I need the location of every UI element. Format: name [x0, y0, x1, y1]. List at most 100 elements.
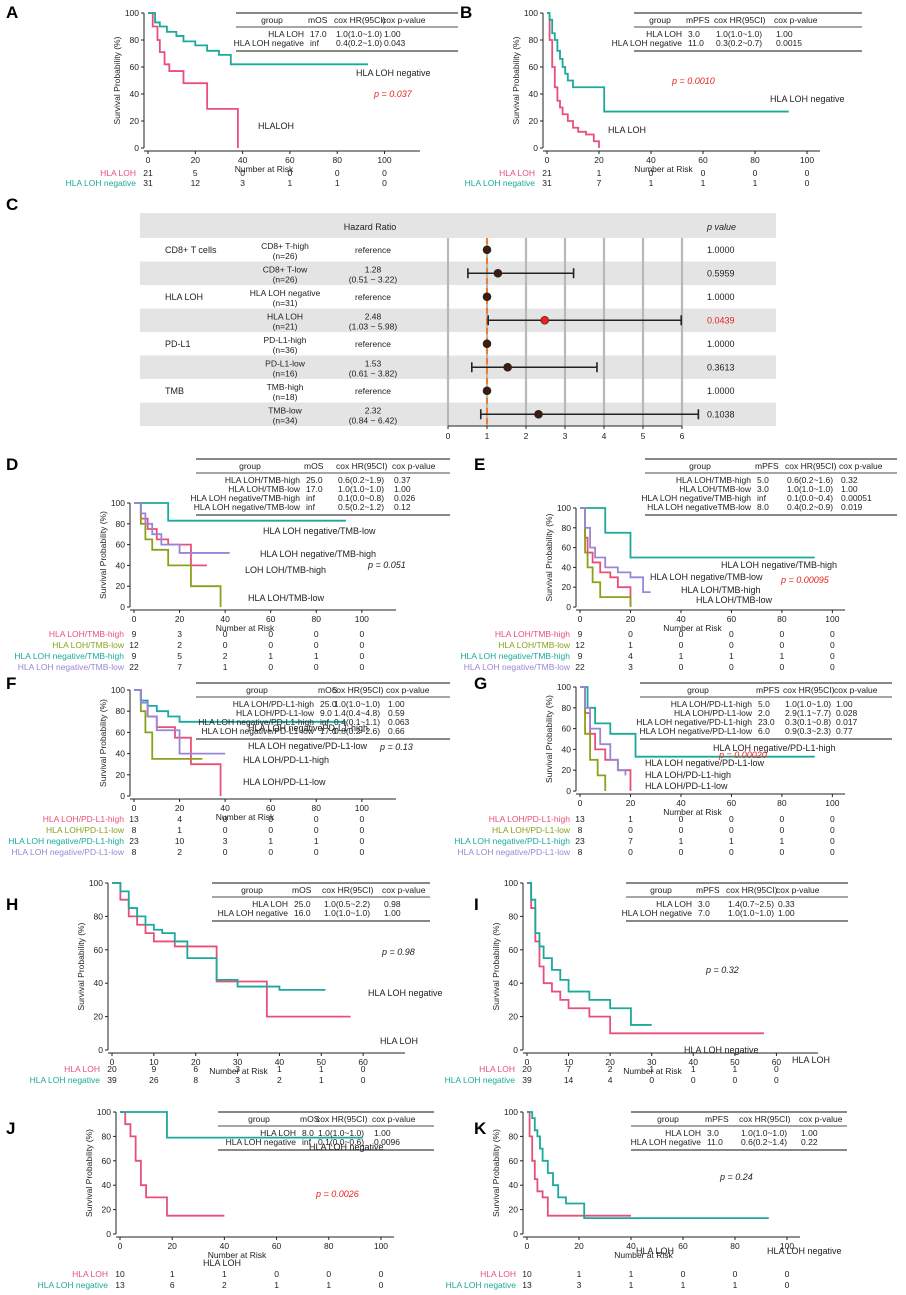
- table-header: cox p-value: [386, 685, 430, 695]
- table-cell: 1.0(1.0~1.0): [716, 29, 762, 39]
- estimate-point: [503, 362, 512, 372]
- table-cell: HLA LOH negative: [218, 908, 289, 918]
- y-tick-label: 100: [89, 878, 103, 888]
- table-cell: HLA LOH negative: [612, 38, 683, 48]
- risk-count: 4: [177, 814, 182, 824]
- risk-count: 1: [679, 651, 684, 661]
- risk-count: 13: [129, 814, 139, 824]
- table-cell: 0.1(0.0~0.8): [338, 493, 384, 503]
- risk-count: 0: [359, 662, 364, 672]
- risk-count: 0: [359, 825, 364, 835]
- subgroup-label: PD-L1-low: [265, 358, 306, 368]
- table-header: mPFS: [686, 15, 710, 25]
- risk-count: 26: [149, 1075, 159, 1085]
- panel-letter: C: [6, 195, 18, 214]
- risk-label: HLA LOH negative: [446, 1280, 517, 1290]
- group-label: CD8+ T cells: [165, 245, 217, 255]
- km-curve-1: [148, 12, 239, 148]
- risk-count: 0: [314, 847, 319, 857]
- y-tick-label: 100: [111, 498, 125, 508]
- risk-label: HLA LOH: [100, 168, 136, 178]
- risk-count: 0: [359, 814, 364, 824]
- risk-count: 0: [628, 847, 633, 857]
- table-cell: 17.0: [306, 484, 323, 494]
- table-cell: inf: [302, 1137, 312, 1147]
- y-tick-label: 40: [529, 89, 539, 99]
- table-cell: 25.0: [294, 899, 311, 909]
- risk-count: 1: [268, 651, 273, 661]
- panel-letter: I: [474, 895, 479, 914]
- y-axis-title: Survival Probability (%): [84, 1129, 94, 1217]
- estimate-point: [493, 268, 503, 278]
- x-tick-label: 20: [594, 155, 604, 165]
- curve-label: HLA LOH negative/PD-L1-low: [645, 758, 765, 768]
- x-axis-title: Number at Risk: [216, 623, 275, 633]
- risk-count: 39: [522, 1075, 532, 1085]
- x-tick-label: 80: [324, 1241, 334, 1251]
- table-cell: 1.4(0.7~2.5): [728, 899, 774, 909]
- table-header: mPFS: [705, 1114, 729, 1124]
- table-cell: 0.4(0.2~1.0): [336, 38, 382, 48]
- curve-label: HLA LOH negative: [684, 1045, 759, 1055]
- table-header: group: [689, 461, 711, 471]
- risk-count: 0: [732, 1075, 737, 1085]
- table-cell: 0.1(0.0~0.4): [787, 493, 833, 503]
- table-cell: HLA LOH/PD-L1-low: [236, 708, 315, 718]
- km-curve-2: [527, 1111, 769, 1220]
- risk-label: HLA LOH negative/TMB-low: [464, 662, 571, 672]
- km-curve-2: [112, 882, 326, 991]
- risk-count: 1: [597, 168, 602, 178]
- km-curve-2: [148, 12, 368, 66]
- panel-letter: G: [474, 674, 487, 693]
- risk-count: 0: [679, 825, 684, 835]
- risk-count: 1: [288, 178, 293, 188]
- p-value: p = 0.32: [705, 965, 739, 975]
- table-cell: HLA LOH: [665, 1128, 701, 1138]
- y-tick-label: 80: [116, 706, 126, 716]
- table-cell: 0.6(0.2~1.4): [741, 1137, 787, 1147]
- y-tick-label: 100: [524, 8, 538, 18]
- curve-label: HLA LOH negative/PD-L1-low: [248, 741, 368, 751]
- table-cell: 1.00: [384, 908, 401, 918]
- n-label: (n=36): [273, 345, 298, 355]
- risk-label: HLA LOH negative/PD-L1-low: [458, 847, 571, 857]
- risk-count: 0: [274, 1269, 279, 1279]
- table-header: group: [239, 461, 261, 471]
- y-axis-title: Survival Probability (%): [511, 36, 521, 124]
- risk-count: 0: [223, 629, 228, 639]
- table-header: group: [650, 885, 672, 895]
- risk-count: 3: [628, 662, 633, 672]
- table-cell: 1.00: [388, 699, 405, 709]
- table-cell: 2.0: [758, 708, 770, 718]
- x-tick-label: 50: [317, 1057, 327, 1067]
- table-cell: HLA LOH/TMB-high: [676, 475, 751, 485]
- y-tick-label: 40: [130, 89, 140, 99]
- y-axis-title: Survival Probability (%): [112, 36, 122, 124]
- subgroup-label: HLA LOH: [267, 311, 303, 321]
- risk-count: 10: [522, 1269, 532, 1279]
- x-tick-label: 80: [312, 614, 322, 624]
- y-tick-label: 20: [562, 582, 572, 592]
- y-tick-label: 60: [116, 727, 126, 737]
- risk-count: 1: [629, 1269, 634, 1279]
- x-tick-label: 20: [191, 155, 201, 165]
- table-header: mOS: [318, 685, 338, 695]
- curve-label: HLA LOH: [608, 125, 646, 135]
- y-tick-label: 80: [562, 523, 572, 533]
- p-value: 1.0000: [707, 292, 735, 302]
- y-tick-label: 20: [130, 116, 140, 126]
- y-axis-title: Survival Probability (%): [98, 511, 108, 599]
- x-tick-label: 40: [646, 155, 656, 165]
- risk-label: HLA LOH negative/TMB-high: [460, 651, 570, 661]
- table-header: cox HR(95CI): [336, 461, 388, 471]
- table-header: group: [687, 685, 709, 695]
- risk-count: 0: [359, 640, 364, 650]
- risk-count: 0: [268, 662, 273, 672]
- table-cell: HLA LOH/TMB-high: [225, 475, 300, 485]
- group-label: PD-L1: [165, 339, 191, 349]
- y-axis-title: Survival Probability (%): [76, 922, 86, 1010]
- risk-count: 0: [780, 825, 785, 835]
- x-tick-label: 40: [626, 1241, 636, 1251]
- n-label: (n=26): [273, 274, 298, 284]
- table-header: mPFS: [696, 885, 720, 895]
